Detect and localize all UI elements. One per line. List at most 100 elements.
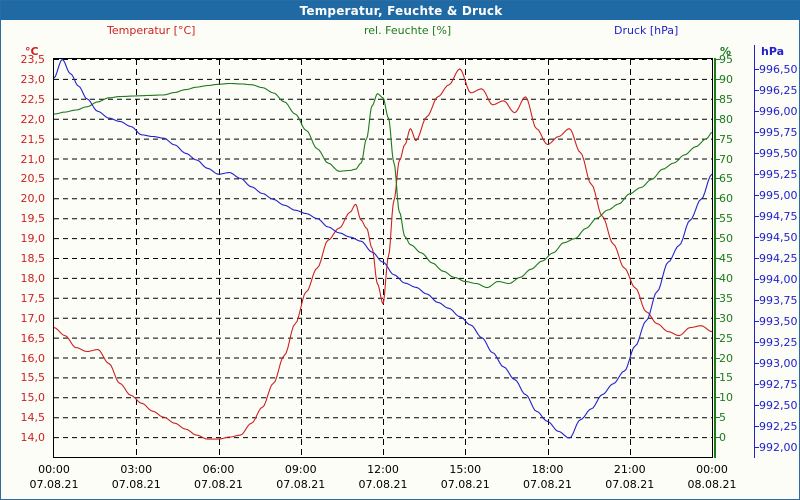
chart-legend: Temperatur [°C] rel. Feuchte [%] Druck [… bbox=[1, 20, 800, 42]
left-axis-tick: 19,0 bbox=[20, 232, 46, 246]
humidity-axis-tick: 45 bbox=[719, 252, 733, 265]
window-title-bar: Temperatur, Feuchte & Druck bbox=[1, 1, 800, 20]
humidity-axis-tick: 0 bbox=[719, 431, 726, 445]
pressure-tick-mark bbox=[755, 110, 759, 112]
series-line bbox=[54, 59, 712, 439]
pressure-tick-mark bbox=[755, 321, 759, 323]
humidity-axis-tick: 75 bbox=[719, 132, 733, 146]
axis-unit-hpa: hPa bbox=[761, 45, 785, 58]
pressure-tick-mark bbox=[755, 447, 759, 449]
pressure-axis-tick: 994,75 bbox=[759, 209, 798, 223]
pressure-tick-mark bbox=[755, 89, 759, 91]
humidity-tick-mark bbox=[716, 337, 720, 339]
x-axis-label-date: 07.08.21 bbox=[523, 478, 572, 491]
left-axis-tick: 17,0 bbox=[20, 311, 46, 325]
x-axis-label-date: 07.08.21 bbox=[440, 478, 490, 491]
pressure-axis-tick: 993,00 bbox=[759, 357, 798, 371]
pressure-tick-mark bbox=[755, 152, 759, 154]
humidity-tick-mark bbox=[716, 258, 720, 259]
humidity-tick-mark bbox=[716, 277, 720, 279]
humidity-tick-mark bbox=[716, 158, 720, 160]
humidity-tick-mark bbox=[716, 98, 720, 100]
humidity-tick-mark bbox=[716, 437, 720, 439]
x-axis-label: 18:00 07.08.21 bbox=[508, 462, 588, 492]
pressure-axis-tick: 995,50 bbox=[759, 146, 798, 160]
humidity-axis-tick: 60 bbox=[719, 192, 733, 206]
humidity-axis-tick: 30 bbox=[719, 311, 733, 325]
humidity-axis-tick: 10 bbox=[719, 391, 733, 405]
humidity-axis-tick: 65 bbox=[719, 172, 733, 186]
pressure-tick-mark bbox=[755, 131, 759, 133]
pressure-tick-mark bbox=[755, 363, 759, 365]
pressure-axis-tick: 995,75 bbox=[759, 125, 798, 139]
pressure-axis-tick: 992,75 bbox=[759, 378, 798, 392]
x-axis-label: 21:00 07.08.21 bbox=[590, 462, 670, 492]
pressure-axis-tick: 992,25 bbox=[759, 420, 798, 434]
humidity-axis-tick: 55 bbox=[719, 212, 733, 226]
left-axis-tick: 23,0 bbox=[20, 72, 46, 86]
humidity-axis-tick: 50 bbox=[719, 232, 733, 246]
humidity-axis-tick: 90 bbox=[719, 72, 733, 86]
x-axis-label-time: 12:00 bbox=[367, 463, 399, 476]
humidity-tick-mark bbox=[716, 218, 720, 220]
x-axis-label-time: 00:00 bbox=[38, 463, 70, 476]
x-axis-label: 00:00 07.08.21 bbox=[14, 462, 94, 492]
x-axis-label: 09:00 07.08.21 bbox=[261, 462, 341, 492]
pressure-axis-tick: 993,25 bbox=[759, 336, 798, 350]
humidity-tick-mark bbox=[716, 417, 720, 419]
left-axis-tick: 14,5 bbox=[20, 411, 46, 425]
pressure-axis-tick: 996,00 bbox=[759, 104, 798, 118]
pressure-axis-tick: 994,50 bbox=[759, 230, 798, 244]
legend-item-pressure: Druck [hPa] bbox=[614, 24, 679, 37]
pressure-tick-mark bbox=[755, 215, 759, 217]
x-axis-label-time: 09:00 bbox=[284, 463, 317, 476]
series-line bbox=[54, 68, 712, 440]
pressure-axis-tick: 995,25 bbox=[759, 167, 798, 181]
pressure-tick-mark bbox=[755, 173, 759, 175]
left-axis-tick: 14,0 bbox=[20, 431, 46, 445]
axis-unit-celsius: °C bbox=[25, 45, 39, 58]
x-axis-label-time: 15:00 bbox=[449, 463, 482, 476]
humidity-tick-mark bbox=[716, 397, 720, 399]
humidity-tick-mark bbox=[716, 178, 720, 180]
left-axis-tick: 20,5 bbox=[20, 172, 46, 186]
pressure-axis-tick: 996,50 bbox=[759, 62, 798, 76]
left-axis-tick: 18,5 bbox=[20, 252, 46, 265]
pressure-tick-mark bbox=[755, 258, 759, 259]
x-axis-label: 03:00 07.08.21 bbox=[96, 462, 176, 492]
x-axis-label: 15:00 07.08.21 bbox=[425, 462, 505, 492]
humidity-axis-tick: 70 bbox=[719, 152, 733, 166]
x-axis-label-date: 08.08.21 bbox=[687, 478, 737, 491]
pressure-axis-spine bbox=[754, 45, 755, 458]
left-axis-tick: 23,5 bbox=[20, 53, 46, 66]
legend-item-temperature: Temperatur [°C] bbox=[107, 24, 196, 37]
humidity-tick-mark bbox=[716, 297, 720, 299]
humidity-axis-tick: 40 bbox=[719, 271, 733, 285]
chart-plot-area bbox=[53, 58, 713, 458]
grid-lines bbox=[54, 59, 712, 457]
pressure-axis-tick: 992,50 bbox=[759, 399, 798, 413]
humidity-tick-mark bbox=[716, 59, 720, 60]
chart-svg bbox=[54, 59, 712, 457]
humidity-tick-mark bbox=[716, 238, 720, 240]
left-axis-tick: 21,5 bbox=[20, 132, 46, 146]
humidity-tick-mark bbox=[716, 317, 720, 319]
left-axis-tick: 19,5 bbox=[20, 212, 46, 226]
humidity-tick-mark bbox=[716, 198, 720, 200]
pressure-tick-mark bbox=[755, 426, 759, 428]
left-axis-tick: 17,5 bbox=[20, 291, 46, 305]
pressure-tick-mark bbox=[755, 236, 759, 238]
humidity-tick-mark bbox=[716, 357, 720, 359]
left-axis-tick: 21,0 bbox=[20, 152, 46, 166]
humidity-tick-mark bbox=[716, 78, 720, 80]
left-axis-tick: 16,5 bbox=[20, 331, 46, 345]
left-axis-tick: 18,0 bbox=[20, 271, 46, 285]
series-lines bbox=[54, 59, 712, 440]
pressure-axis-tick: 994,25 bbox=[759, 252, 798, 265]
humidity-axis-tick: 35 bbox=[719, 291, 733, 305]
pressure-tick-mark bbox=[755, 342, 759, 344]
pressure-axis-tick: 993,75 bbox=[759, 294, 798, 307]
left-axis-tick: 15,5 bbox=[20, 371, 46, 385]
pressure-axis-tick: 996,25 bbox=[759, 83, 798, 97]
